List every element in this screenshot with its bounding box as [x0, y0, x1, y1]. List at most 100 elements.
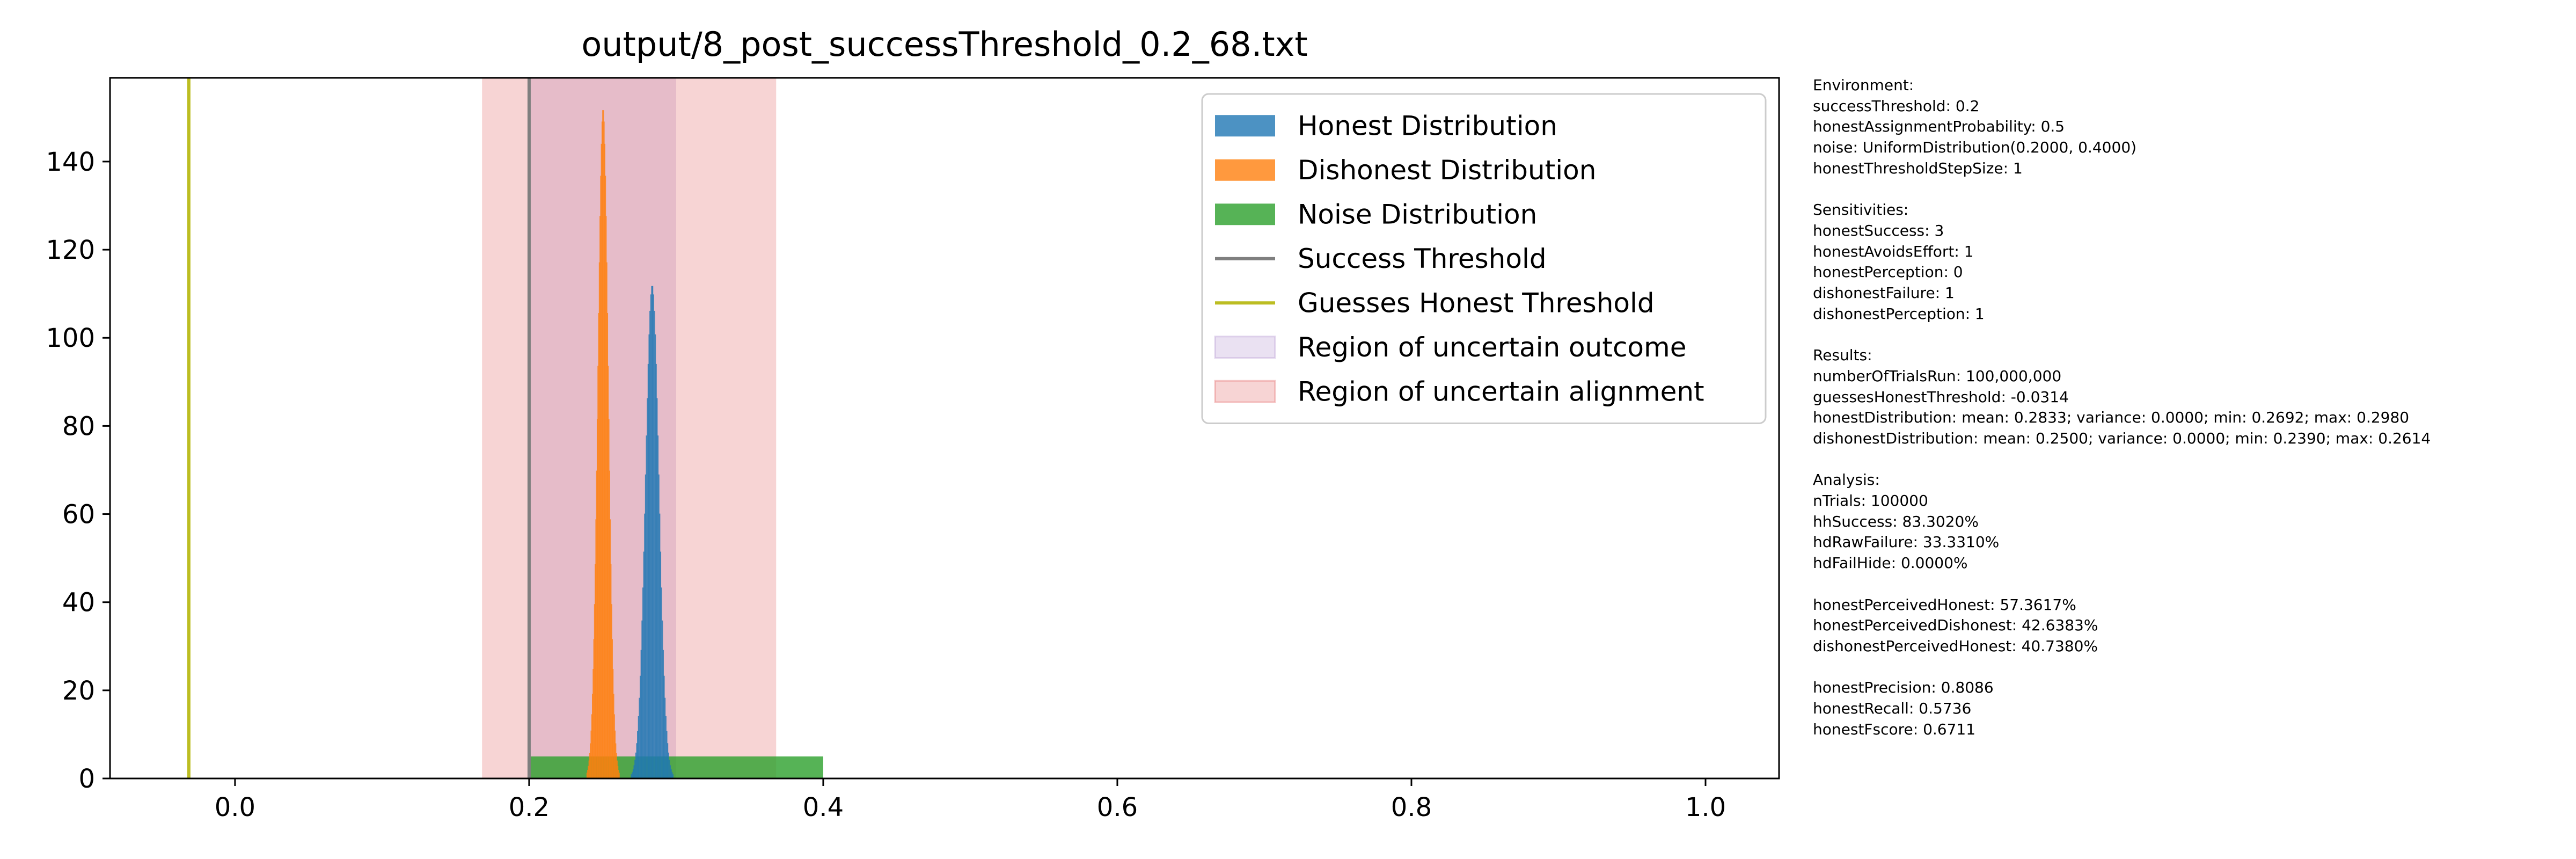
honest-histogram-bar — [636, 743, 638, 778]
honest-histogram-bar — [647, 398, 648, 778]
legend-label: Region of uncertain alignment — [1298, 376, 1704, 407]
dishonest-histogram-bar — [597, 366, 599, 778]
honest-histogram-bar — [651, 286, 653, 778]
legend: Honest Distribution Dishonest Distributio… — [1201, 93, 1767, 424]
honest-histogram-bar — [631, 774, 632, 778]
honest-histogram-bar — [658, 474, 660, 778]
dishonest-histogram-bar — [615, 743, 617, 778]
dishonest-histogram-bar — [599, 216, 601, 778]
dishonest-histogram-bar — [587, 770, 588, 778]
honest-histogram-bar — [638, 716, 639, 778]
honest-histogram-bar — [647, 363, 649, 778]
honest-histogram-bar — [671, 772, 673, 778]
y-tick-label: 40 — [62, 588, 95, 618]
dishonest-histogram-bar — [612, 639, 613, 778]
dishonest-histogram-bar — [596, 419, 598, 778]
stats-line: hhSuccess: 83.3020% — [1813, 512, 1979, 530]
honest-histogram-bar — [634, 760, 636, 778]
honest-histogram-bar — [654, 334, 656, 778]
honest-histogram-bar — [670, 769, 672, 778]
honest-histogram-bar — [656, 398, 658, 778]
stats-line: hdFailHide: 0.0000% — [1813, 554, 1968, 572]
stats-line: honestAssignmentProbability: 0.5 — [1813, 118, 2065, 136]
stats-line: noise: UniformDistribution(0.2000, 0.400… — [1813, 139, 2137, 157]
honest-histogram-bar — [663, 675, 665, 778]
dishonest-histogram-bar — [588, 760, 590, 778]
dishonest-histogram-bar — [590, 743, 591, 778]
dishonest-histogram-bar — [586, 773, 588, 778]
dishonest-histogram-bar — [601, 143, 602, 778]
dishonest-histogram-bar — [603, 121, 605, 778]
honest-histogram-bar — [632, 769, 634, 778]
honest-histogram-bar — [659, 513, 661, 778]
stats-line: honestPerceivedHonest: 57.3617% — [1813, 595, 2076, 614]
stats-line: guessesHonestThreshold: -0.0314 — [1813, 388, 2069, 406]
honest-histogram-bar — [643, 551, 645, 778]
dishonest-histogram-bar — [605, 216, 607, 778]
dishonest-histogram-bar — [611, 604, 612, 778]
dishonest-histogram-bar — [617, 766, 619, 778]
x-tick-label: 1.0 — [1685, 792, 1726, 822]
stats-line: honestSuccess: 3 — [1813, 221, 1944, 239]
dishonest-histogram-bar — [608, 366, 609, 778]
stats-line: honestThresholdStepSize: 1 — [1813, 159, 2023, 177]
stats-line: honestRecall: 0.5736 — [1813, 700, 1972, 718]
legend-label: Guesses Honest Threshold — [1298, 287, 1655, 318]
stats-line: successThreshold: 0.2 — [1813, 97, 1980, 115]
stats-line: dishonestDistribution: mean: 0.2500; var… — [1813, 429, 2431, 447]
honest-histogram-bar — [639, 697, 640, 778]
stats-line: honestPrecision: 0.8086 — [1813, 679, 1994, 697]
honest-histogram-bar — [649, 310, 651, 778]
dishonest-histogram-bar — [610, 519, 611, 778]
honest-histogram-bar — [637, 731, 639, 778]
y-tick-label: 120 — [46, 235, 95, 265]
stats-line: dishonestPerceivedHonest: 40.7380% — [1813, 637, 2098, 655]
x-tick-label: 0.4 — [803, 792, 844, 822]
stats-line: Sensitivities: — [1813, 201, 1909, 219]
chart-title: output/8_post_successThreshold_0.2_68.tx… — [581, 25, 1307, 64]
stats-section: Analysis: nTrials: 100000 hhSuccess: 83.30… — [1813, 470, 2564, 574]
honest-histogram-bar — [667, 743, 669, 778]
x-tick-label: 0.8 — [1391, 792, 1432, 822]
stats-line: nTrials: 100000 — [1813, 492, 1928, 510]
honest-histogram-bar — [644, 513, 646, 778]
stats-section: Environment: successThreshold: 0.2 honestA… — [1813, 75, 2564, 179]
honest-histogram-bar — [653, 294, 654, 778]
stats-line: honestFscore: 0.6711 — [1813, 720, 1976, 738]
honest-histogram-bar — [632, 772, 633, 778]
legend-label: Honest Distribution — [1298, 110, 1557, 141]
legend-swatch — [1214, 380, 1276, 403]
x-tick-label: 0.0 — [215, 792, 255, 822]
dishonest-histogram-bar — [609, 470, 610, 778]
dishonest-histogram-bar — [617, 760, 618, 778]
dishonest-histogram-bar — [592, 694, 593, 778]
stats-section: Results: numberOfTrialsRun: 100,000,000 gu… — [1813, 345, 2564, 449]
histogram-chart: output/8_post_successThreshold_0.2_68.tx… — [46, 25, 1780, 822]
dishonest-histogram-bar — [600, 176, 602, 778]
x-tick-label: 0.2 — [509, 792, 550, 822]
dishonest-histogram-bar — [594, 604, 595, 778]
stats-section: honestPerceivedHonest: 57.3617% honestPer… — [1813, 595, 2564, 657]
honest-histogram-bar — [641, 620, 643, 778]
dishonest-histogram-bar — [595, 519, 597, 778]
honest-histogram-bar — [662, 650, 664, 778]
honest-histogram-bar — [662, 620, 663, 778]
honest-histogram-bar — [642, 587, 644, 778]
honest-histogram-bar — [665, 716, 667, 778]
stats-line: Environment: — [1813, 76, 1914, 94]
uncertain-alignment-region — [482, 78, 777, 778]
honest-histogram-bar — [639, 675, 641, 778]
legend-label: Success Threshold — [1298, 243, 1547, 274]
stats-line: Results: — [1813, 346, 1872, 365]
legend-swatch — [1214, 336, 1276, 359]
honest-histogram-bar — [646, 435, 647, 778]
dishonest-histogram-bar — [592, 669, 594, 778]
honest-histogram-bar — [669, 765, 671, 778]
stats-line: dishonestFailure: 1 — [1813, 284, 1955, 302]
dishonest-histogram-bar — [618, 770, 619, 778]
stats-section: honestPrecision: 0.8086 honestRecall: 0.5… — [1813, 678, 2564, 740]
stats-line: honestPerception: 0 — [1813, 263, 1963, 281]
dishonest-histogram-bar — [593, 639, 595, 778]
y-tick-label: 20 — [62, 676, 95, 706]
stats-line: honestDistribution: mean: 0.2833; varian… — [1813, 409, 2410, 427]
